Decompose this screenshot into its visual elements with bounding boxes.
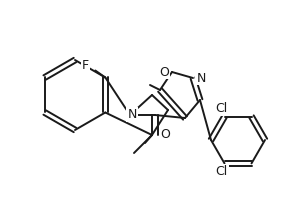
Text: N: N bbox=[196, 72, 206, 85]
Text: Cl: Cl bbox=[215, 102, 228, 115]
Text: Cl: Cl bbox=[215, 165, 228, 178]
Text: N: N bbox=[127, 109, 137, 121]
Text: F: F bbox=[82, 59, 89, 72]
Text: O: O bbox=[160, 128, 170, 141]
Text: O: O bbox=[159, 65, 169, 78]
